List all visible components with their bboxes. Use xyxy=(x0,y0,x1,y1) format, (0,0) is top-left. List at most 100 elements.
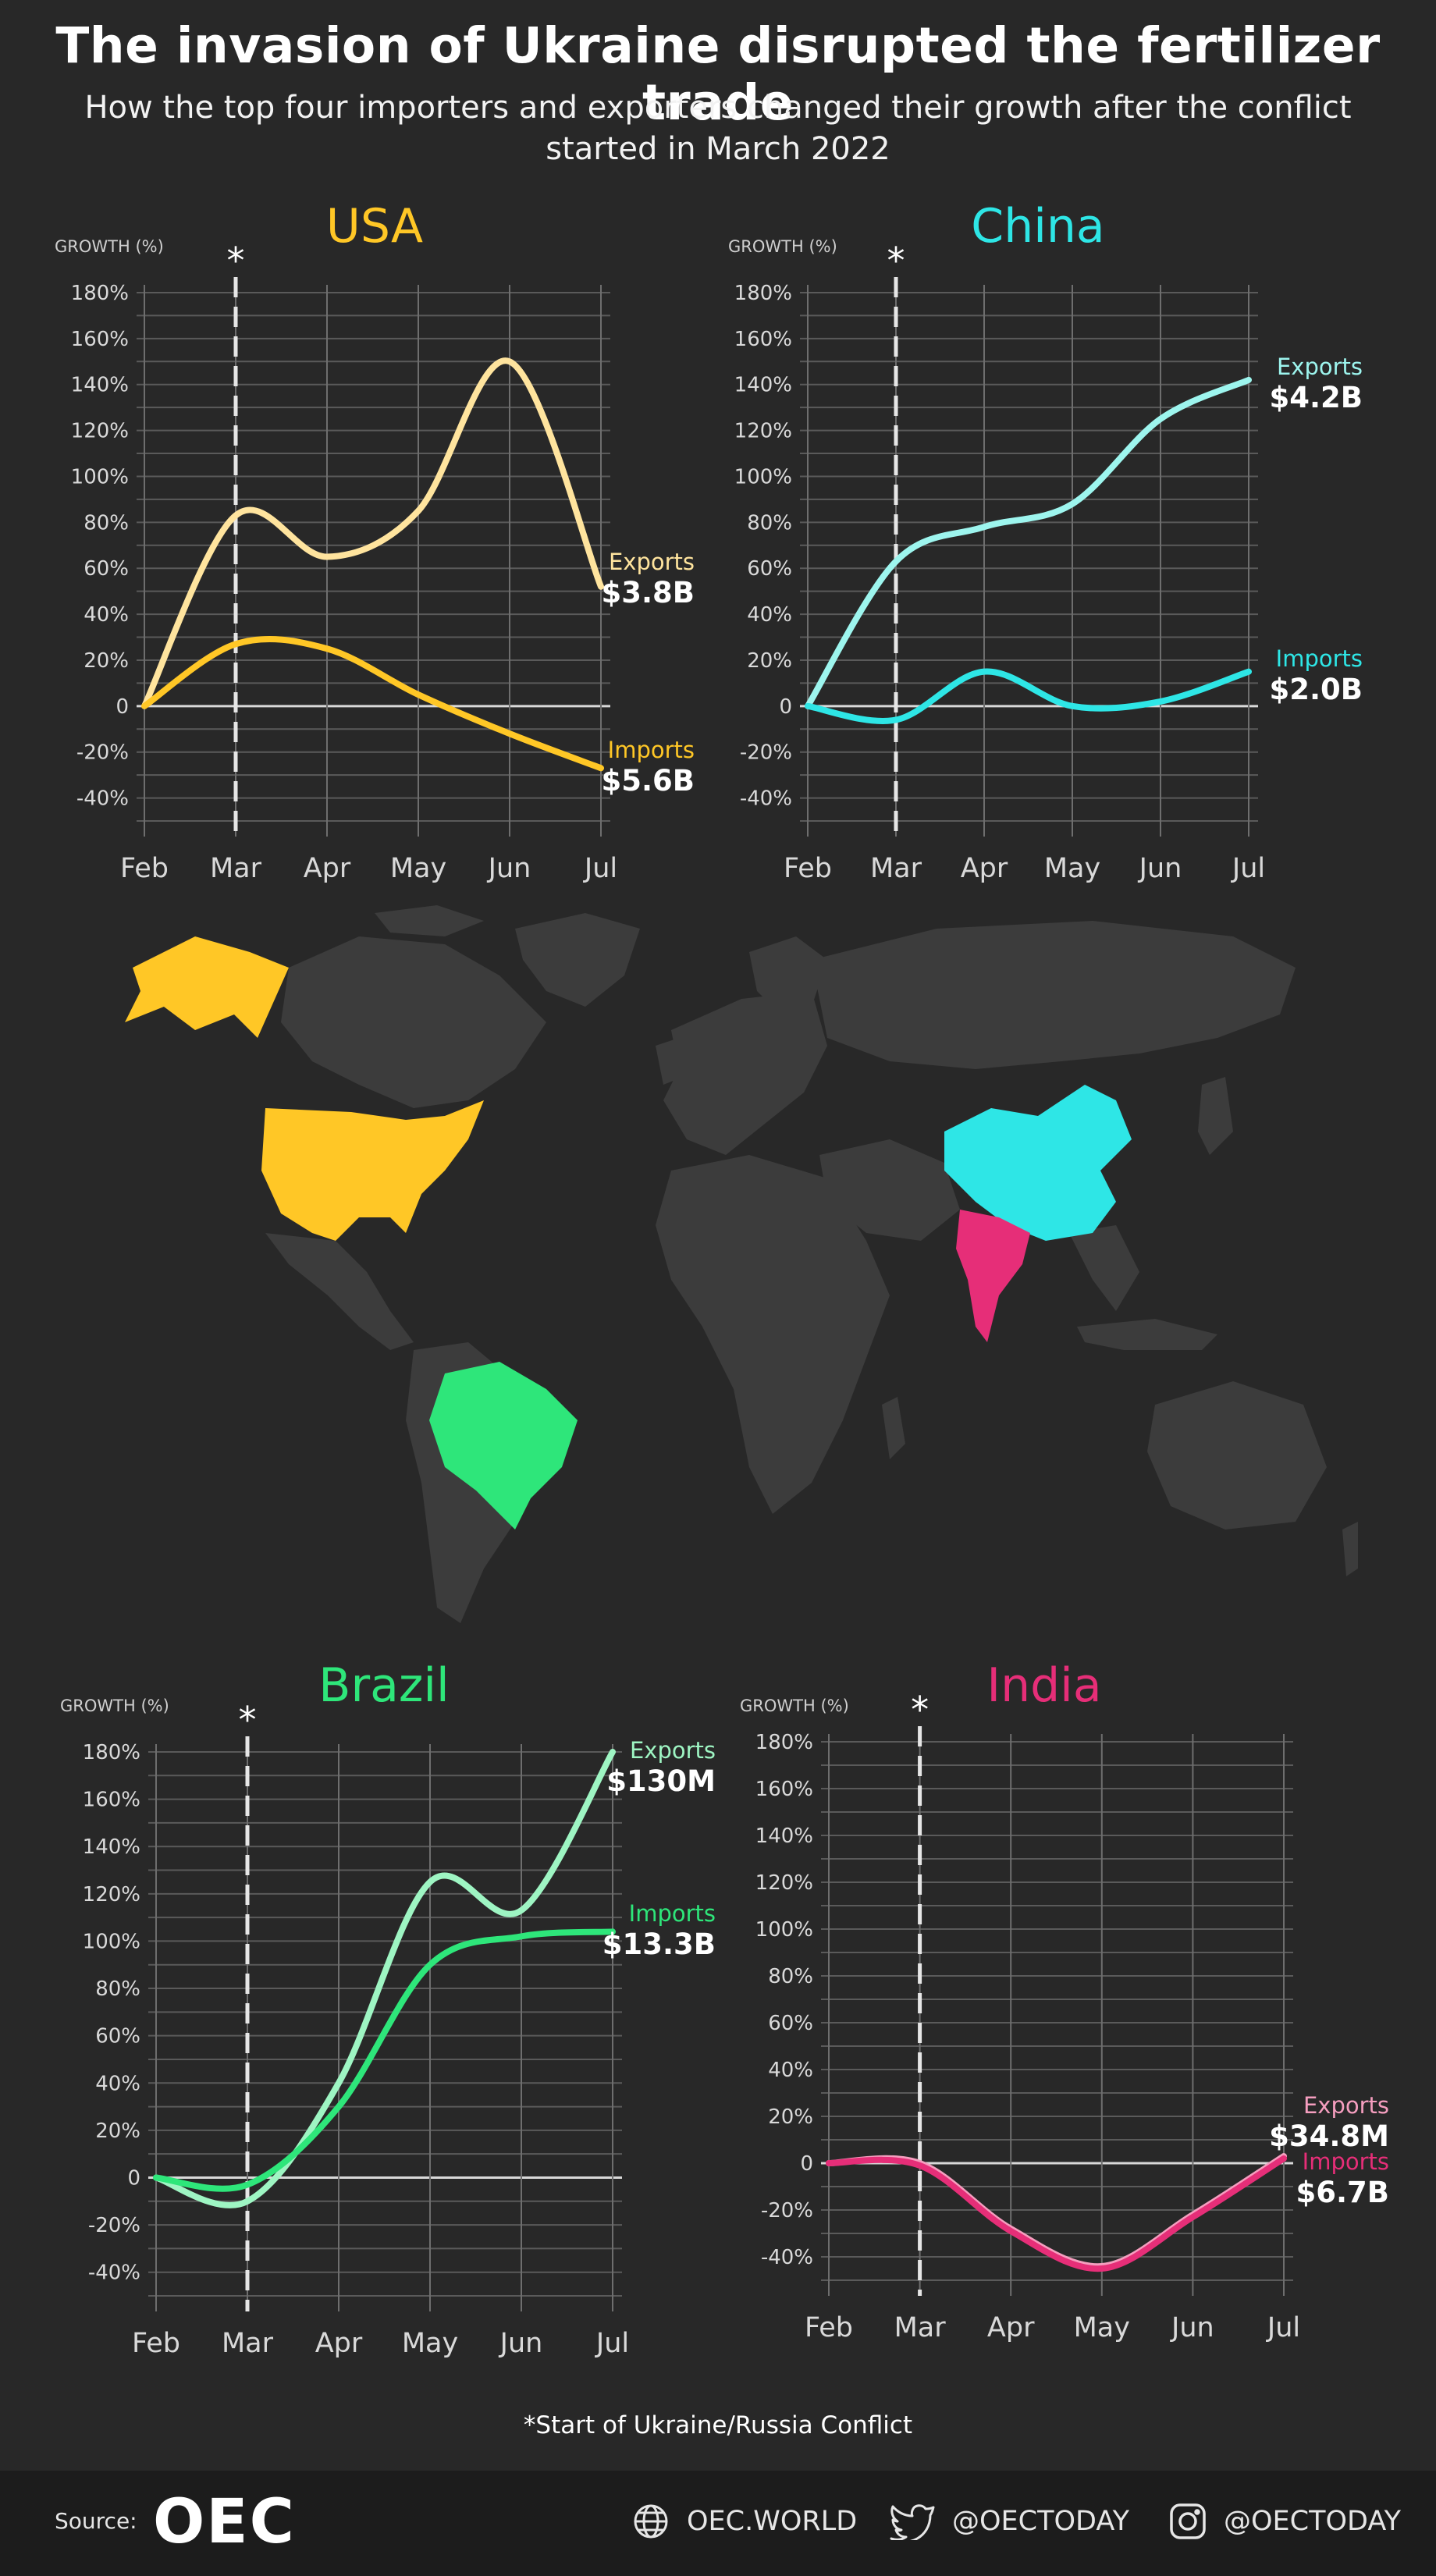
series-name-imports: Imports xyxy=(1276,645,1363,672)
y-tick-label: -20% xyxy=(740,741,792,765)
series-name-imports: Imports xyxy=(1303,2148,1389,2175)
instagram-icon xyxy=(1170,2503,1206,2539)
x-tick-label: Jul xyxy=(595,2328,629,2359)
x-tick-label: May xyxy=(1074,2312,1130,2343)
instagram-text: @OECTODAY xyxy=(1224,2506,1401,2537)
map-brazil xyxy=(429,1362,578,1530)
x-tick-label: Jul xyxy=(1231,853,1265,884)
y-tick-label: 60% xyxy=(747,557,792,581)
x-tick-label: Jun xyxy=(1170,2312,1214,2343)
y-tick-label: 180% xyxy=(83,1741,140,1764)
y-tick-label: 20% xyxy=(768,2105,813,2129)
series-total-imports: $13.3B xyxy=(602,1928,716,1961)
y-axis-label: GROWTH (%) xyxy=(728,237,837,256)
oec-logo[interactable]: OEC xyxy=(153,2487,296,2557)
y-tick-label: -40% xyxy=(740,787,792,811)
y-tick-label: -20% xyxy=(761,2199,813,2222)
x-tick-label: Mar xyxy=(210,853,262,884)
y-tick-label: 100% xyxy=(83,1930,140,1953)
y-tick-label: 160% xyxy=(755,1778,813,1801)
map-usa xyxy=(261,1100,484,1241)
y-tick-label: 60% xyxy=(95,2025,140,2048)
page-title: The invasion of Ukraine disrupted the fe… xyxy=(55,17,1381,131)
chart-title: Brazil xyxy=(318,1658,449,1713)
x-tick-label: Apr xyxy=(961,853,1008,884)
series-name-exports: Exports xyxy=(1303,2092,1389,2119)
x-tick-label: May xyxy=(402,2328,458,2359)
website-link[interactable]: OEC.WORLD xyxy=(632,2502,857,2541)
y-tick-label: 180% xyxy=(71,282,129,305)
y-tick-label: 20% xyxy=(747,649,792,673)
y-tick-label: 120% xyxy=(83,1883,140,1906)
series-name-imports: Imports xyxy=(629,1900,716,1927)
twitter-text: @OECTODAY xyxy=(952,2506,1129,2537)
y-tick-label: -20% xyxy=(88,2214,140,2237)
y-tick-label: 0 xyxy=(127,2166,140,2190)
y-tick-label: 80% xyxy=(747,511,792,535)
series-total-imports: $5.6B xyxy=(602,764,695,798)
y-axis-label: GROWTH (%) xyxy=(60,1697,169,1715)
x-tick-label: Mar xyxy=(870,853,922,884)
y-tick-label: -40% xyxy=(761,2246,813,2269)
y-tick-label: 20% xyxy=(84,649,129,673)
series-total-imports: $2.0B xyxy=(1270,673,1363,706)
y-tick-label: 160% xyxy=(83,1789,140,1812)
instagram-link[interactable]: @OECTODAY xyxy=(1169,2502,1401,2541)
y-tick-label: 140% xyxy=(755,1825,813,1848)
y-tick-label: 40% xyxy=(747,603,792,627)
series-line-exports xyxy=(141,357,604,709)
footnote: *Start of Ukraine/Russia Conflict xyxy=(523,2411,913,2439)
y-axis-label: GROWTH (%) xyxy=(55,237,164,256)
x-tick-label: Apr xyxy=(987,2312,1035,2343)
series-name-exports: Exports xyxy=(609,549,695,575)
series-total-exports: $34.8M xyxy=(1269,2119,1389,2153)
series-total-exports: $3.8B xyxy=(602,576,695,609)
x-tick-label: Jul xyxy=(1266,2312,1300,2343)
series-line-exports xyxy=(153,1749,616,2208)
y-tick-label: 40% xyxy=(95,2072,140,2095)
twitter-icon xyxy=(890,2504,935,2540)
y-tick-label: 140% xyxy=(734,374,792,397)
series-line-imports xyxy=(141,636,604,772)
chart-title: USA xyxy=(326,199,423,254)
y-tick-label: 40% xyxy=(768,2059,813,2082)
y-tick-label: 100% xyxy=(71,465,129,489)
series-name-exports: Exports xyxy=(1277,354,1363,380)
y-tick-label: 80% xyxy=(84,511,129,535)
x-tick-label: Jul xyxy=(583,853,617,884)
y-tick-label: 180% xyxy=(734,282,792,305)
y-tick-label: 180% xyxy=(755,1731,813,1754)
x-tick-label: Apr xyxy=(315,2328,363,2359)
y-tick-label: 120% xyxy=(734,420,792,443)
globe-icon xyxy=(634,2504,668,2539)
chart-china: China GROWTH (%) 180% 160% 140% 120% 100% 80% 60… xyxy=(728,199,1363,884)
series-line-imports xyxy=(826,2155,1287,2272)
y-tick-label: 120% xyxy=(755,1871,813,1895)
x-tick-label: Apr xyxy=(304,853,351,884)
y-tick-label: 140% xyxy=(71,374,129,397)
x-tick-label: Mar xyxy=(894,2312,947,2343)
x-tick-label: Jun xyxy=(1138,853,1182,884)
x-tick-label: Feb xyxy=(784,853,832,884)
twitter-link[interactable]: @OECTODAY xyxy=(890,2502,1129,2541)
map-land xyxy=(265,905,1358,1623)
series-line-imports xyxy=(805,668,1252,724)
conflict-marker-asterisk: * xyxy=(227,240,245,282)
y-axis-label: GROWTH (%) xyxy=(740,1697,849,1715)
conflict-marker-asterisk: * xyxy=(911,1689,929,1731)
y-tick-label: 120% xyxy=(71,420,129,443)
y-tick-label: 40% xyxy=(84,603,129,627)
chart-title: China xyxy=(971,199,1104,254)
chart-title: India xyxy=(986,1658,1101,1713)
map-highlights xyxy=(125,936,1132,1530)
y-tick-label: 80% xyxy=(95,1977,140,2001)
x-tick-label: Jun xyxy=(487,853,531,884)
world-map xyxy=(125,905,1358,1623)
series-name-exports: Exports xyxy=(630,1737,716,1764)
y-tick-label: 160% xyxy=(734,328,792,351)
y-tick-label: 0 xyxy=(800,2152,813,2176)
series-line-exports xyxy=(826,2153,1287,2270)
page-subtitle: How the top four importers and exporters… xyxy=(84,90,1352,167)
series-total-imports: $6.7B xyxy=(1296,2176,1390,2209)
x-tick-label: Feb xyxy=(120,853,169,884)
